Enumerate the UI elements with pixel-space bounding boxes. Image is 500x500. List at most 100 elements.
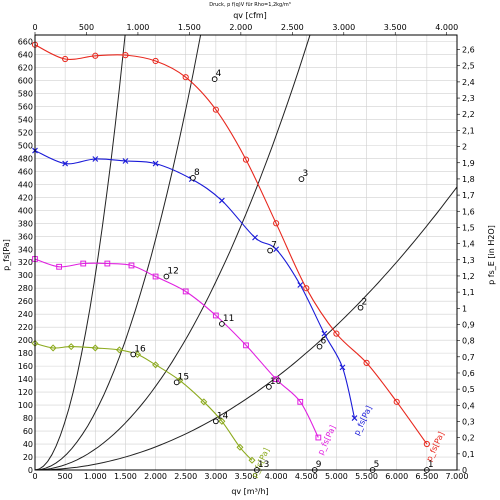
y-tick-label: 560 — [18, 102, 33, 111]
operating-point-marker — [219, 321, 225, 327]
y-tick-label: 0 — [28, 466, 33, 475]
y2-tick-label: 1,2 — [462, 272, 475, 281]
series-label: p_fs[Pa] — [352, 404, 374, 437]
x2-tick-label: 2.500 — [281, 23, 304, 32]
series-marker — [273, 246, 280, 253]
y-tick-label: 420 — [18, 193, 33, 202]
y-tick-label: 100 — [18, 401, 33, 410]
y-tick-label: 280 — [18, 284, 33, 293]
y-tick-label: 200 — [18, 336, 33, 345]
y-axis-label: p_fs[Pa] — [2, 239, 11, 271]
x-tick-label: 2.000 — [144, 472, 167, 481]
series-marker — [297, 282, 304, 288]
system-curve — [34, 34, 311, 471]
operating-point-label: 14 — [217, 411, 229, 421]
x-tick-label: 3.000 — [204, 472, 227, 481]
x-tick-label: 3.500 — [235, 472, 258, 481]
series-marker — [339, 364, 346, 371]
operating-point-marker — [211, 76, 218, 82]
y2-tick-label: 0,5 — [462, 385, 475, 394]
operating-point-label: 4 — [216, 69, 222, 79]
x2-tick-label: 500 — [79, 23, 94, 32]
y-tick-label: 160 — [18, 362, 33, 371]
series-marker — [393, 398, 400, 405]
chart-title: Druck, p f(q)V für Rho=1,2kg/m³ — [209, 2, 291, 8]
operating-point-label: 3 — [302, 169, 308, 179]
series-marker — [152, 361, 160, 369]
y-tick-label: 580 — [18, 89, 33, 98]
y2-tick-label: 2 — [462, 143, 467, 152]
system-curve — [35, 186, 458, 471]
y2-tick-label: 0,8 — [462, 337, 475, 346]
x2-tick-label: 2.000 — [229, 23, 252, 32]
series-marker — [236, 443, 244, 451]
operating-point-label: 15 — [178, 372, 189, 382]
series-marker — [182, 74, 189, 81]
operating-point-label: 9 — [316, 460, 322, 470]
series-marker — [218, 197, 225, 204]
y2-tick-label: 1,8 — [462, 175, 475, 184]
series-lines: p_fs[Pa]p_fs[Pa]p_fs[Pa]p_fs[Pa] — [34, 44, 446, 479]
y2-tick-label: 2,2 — [462, 110, 475, 119]
operating-point-label: 2 — [362, 298, 368, 308]
x-tick-label: 5.000 — [325, 472, 348, 481]
x2-tick-label: 3.000 — [332, 23, 355, 32]
y2-tick-label: 2,4 — [462, 78, 475, 87]
system-curves — [34, 34, 458, 471]
operating-point-label: 7 — [271, 241, 277, 251]
series-marker — [80, 260, 87, 267]
operating-point-marker — [173, 379, 180, 386]
series-marker — [56, 263, 63, 270]
y2-tick-label: 1,1 — [462, 288, 475, 297]
y2-tick-label: 1,7 — [462, 191, 475, 200]
operating-point-marker — [163, 273, 170, 280]
series-marker — [176, 376, 184, 384]
y-tick-label: 380 — [18, 219, 33, 228]
y2-tick-label: 1 — [462, 304, 467, 313]
y2-tick-label: 2,1 — [462, 126, 475, 135]
series-line — [34, 44, 428, 445]
y2-tick-label: 1,9 — [462, 159, 475, 168]
y2-tick-label: 2,5 — [462, 62, 475, 71]
series-marker — [218, 417, 226, 425]
y-tick-label: 340 — [18, 245, 33, 254]
operating-point-marker — [266, 384, 272, 390]
operating-point-label: 1 — [428, 460, 434, 470]
series-marker — [152, 273, 159, 280]
series-line — [34, 258, 319, 438]
x2-tick-label: 1.000 — [126, 23, 149, 32]
x-tick-label: 6.500 — [415, 472, 438, 481]
y2-tick-label: 1,6 — [462, 207, 475, 216]
series-line — [34, 342, 253, 461]
series-marker — [67, 343, 75, 351]
y-tick-label: 80 — [23, 414, 33, 423]
y2-axis-label: p fs_E [in H2O] — [487, 225, 496, 285]
operating-point-label: 8 — [194, 168, 200, 178]
series-marker — [315, 434, 322, 441]
series-marker — [91, 344, 99, 352]
y-tick-label: 260 — [18, 297, 33, 306]
series-marker — [252, 234, 258, 241]
x-tick-label: 7.000 — [446, 472, 469, 481]
operating-point-label: 11 — [223, 314, 234, 324]
series-marker — [122, 158, 129, 164]
series-marker — [62, 55, 69, 63]
plot-border — [34, 34, 458, 471]
series-marker — [182, 288, 189, 295]
y2-tick-label: 1,5 — [462, 223, 475, 232]
y-tick-label: 500 — [18, 141, 33, 150]
y-tick-label: 460 — [18, 167, 33, 176]
x2-tick-label: 1.500 — [178, 23, 201, 32]
series-marker — [152, 160, 159, 167]
y-tick-label: 620 — [18, 63, 33, 72]
y-tick-label: 300 — [18, 271, 33, 280]
y-tick-label: 400 — [18, 206, 33, 215]
operating-point-marker — [357, 304, 364, 311]
y2-tick-label: 0,3 — [462, 417, 475, 426]
operating-point-marker — [298, 176, 305, 182]
operating-point-label: 5 — [374, 460, 380, 470]
y2-tick-label: 0,6 — [462, 369, 475, 378]
series-marker — [423, 440, 430, 448]
x-tick-label: 1.500 — [114, 472, 137, 481]
